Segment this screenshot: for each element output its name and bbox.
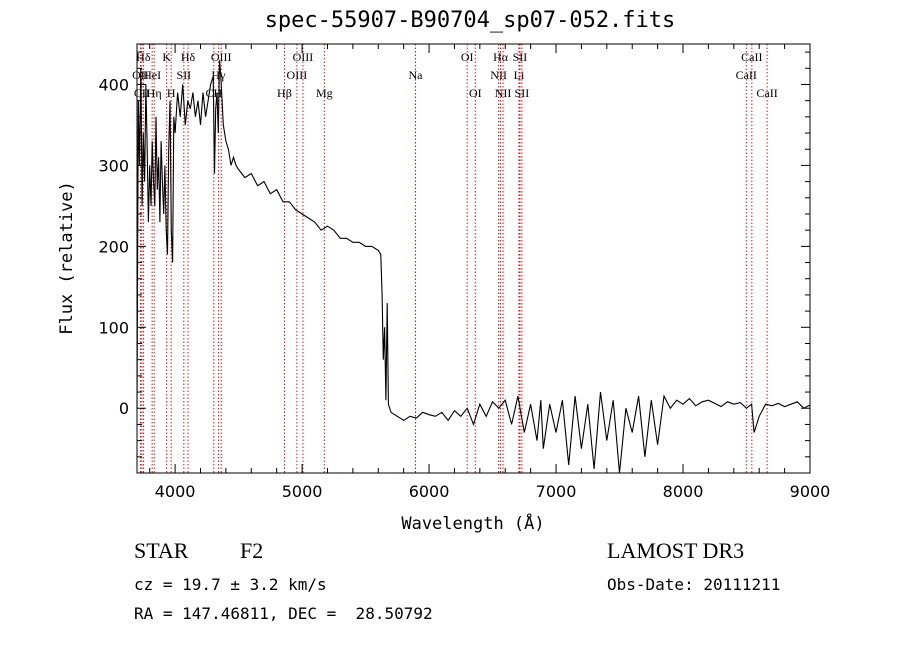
coordinates: RA = 147.46811, DEC = 28.50792 xyxy=(134,604,433,623)
x-axis-ticks: 4000 5000 6000 7000 8000 9000 xyxy=(149,44,831,501)
line-marker-label: Hβ xyxy=(277,86,292,100)
y-tick-label: 0 xyxy=(119,399,129,418)
line-marker-label: OIII xyxy=(211,50,232,64)
x-tick-label: 8000 xyxy=(663,482,704,501)
y-axis-label: Flux (relative) xyxy=(57,181,77,335)
line-marker-label: OI xyxy=(461,50,474,64)
y-tick-label: 100 xyxy=(98,318,129,337)
line-marker-label: H xyxy=(167,86,176,100)
x-tick-label: 9000 xyxy=(790,482,831,501)
line-marker-label: CaII xyxy=(736,68,757,82)
survey-name: LAMOST DR3 xyxy=(607,538,745,563)
line-marker-label: Hη xyxy=(147,86,162,100)
plot-frame xyxy=(136,43,811,474)
line-marker-label: K xyxy=(162,50,171,64)
line-markers xyxy=(139,44,768,473)
y-axis-ticks: 0 100 200 300 400 xyxy=(98,51,810,458)
line-marker-label: CaII xyxy=(741,50,762,64)
object-type: STAR xyxy=(134,538,189,563)
observation-date: Obs-Date: 20111211 xyxy=(607,575,781,594)
line-marker-label: Hα xyxy=(493,50,509,64)
line-marker-label: NII xyxy=(490,68,507,82)
x-tick-label: 4000 xyxy=(155,482,196,501)
line-marker-label: Hδ xyxy=(136,50,151,64)
line-marker-label: Na xyxy=(408,68,423,82)
line-marker-label: HeI xyxy=(143,68,161,82)
spectrum-line xyxy=(136,60,811,474)
line-marker-label: OIII xyxy=(287,68,308,82)
line-marker-label: Mg xyxy=(316,86,333,100)
line-marker-label: Hδ xyxy=(181,50,196,64)
line-marker-label: SII xyxy=(515,86,530,100)
y-tick-label: 200 xyxy=(98,237,129,256)
x-tick-label: 6000 xyxy=(409,482,450,501)
line-marker-label: OIII xyxy=(293,50,314,64)
line-marker-label: NII xyxy=(495,86,512,100)
line-marker-label: Li xyxy=(514,68,525,82)
object-subclass: F2 xyxy=(240,538,264,563)
y-tick-label: 300 xyxy=(98,156,129,175)
line-marker-label: CaII xyxy=(756,86,777,100)
y-tick-label: 400 xyxy=(98,75,129,94)
x-tick-label: 5000 xyxy=(282,482,323,501)
line-marker-label: OI xyxy=(469,86,482,100)
x-axis-label: Wavelength (Å) xyxy=(401,512,544,534)
chart-title: spec-55907-B90704_sp07-052.fits xyxy=(264,8,676,33)
redshift-velocity: cz = 19.7 ± 3.2 km/s xyxy=(134,575,327,594)
x-tick-label: 7000 xyxy=(536,482,577,501)
line-marker-label: SII xyxy=(177,68,192,82)
line-marker-label: SII xyxy=(513,50,528,64)
